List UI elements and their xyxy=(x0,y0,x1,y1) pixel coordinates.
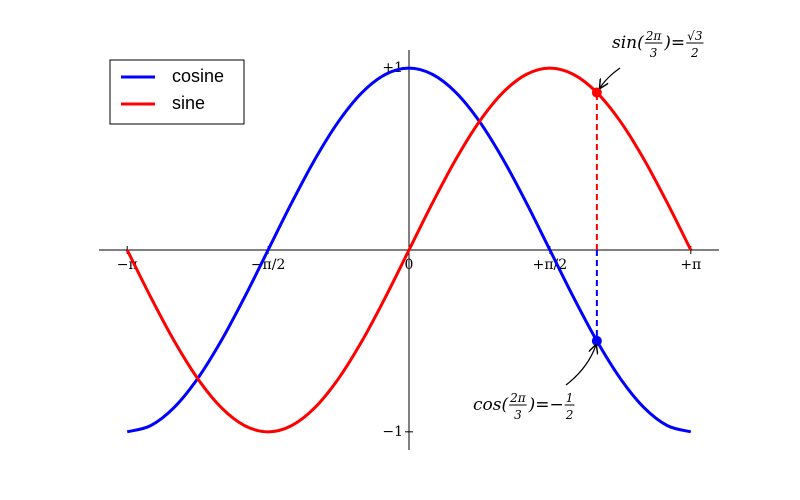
fraction-denominator: 3 xyxy=(650,46,658,60)
annotation-text: sin( xyxy=(612,33,644,53)
legend: cosine sine xyxy=(109,59,245,125)
x-tick-label: −π/2 xyxy=(251,257,286,273)
annotation-text: )=− xyxy=(528,395,564,415)
fraction-numerator: 1 xyxy=(566,391,574,405)
fraction-denominator: 2 xyxy=(565,408,574,422)
x-tick-label: +π/2 xyxy=(533,257,568,273)
annotation-arrow xyxy=(600,67,621,88)
annotation-label: cos(2π 3 )=− 1 2 xyxy=(473,391,575,422)
legend-label: cosine xyxy=(172,66,224,86)
annotation-arrow xyxy=(565,345,596,386)
x-tick-label: 0 xyxy=(405,257,414,273)
fraction-numerator: √3 xyxy=(687,29,703,43)
fraction-denominator: 2 xyxy=(690,46,699,60)
x-tick-label: +π xyxy=(680,257,701,273)
fraction-numerator: 2π xyxy=(645,29,663,43)
annotation-text: cos( xyxy=(473,395,508,415)
legend-label: sine xyxy=(172,93,205,113)
annotation-point xyxy=(591,87,602,98)
fraction-numerator: 2π xyxy=(509,391,527,405)
plot-area: −π −π/2 0 +π/2 +π−1+1 xyxy=(99,50,719,450)
legend-box xyxy=(109,59,245,125)
y-tick-label: −1 xyxy=(382,424,403,440)
annotation-label: sin(2π 3 )= √3 2 xyxy=(612,29,704,60)
annotation-text: )= xyxy=(663,33,685,53)
annotation-point xyxy=(591,335,602,346)
fraction-denominator: 3 xyxy=(514,408,522,422)
